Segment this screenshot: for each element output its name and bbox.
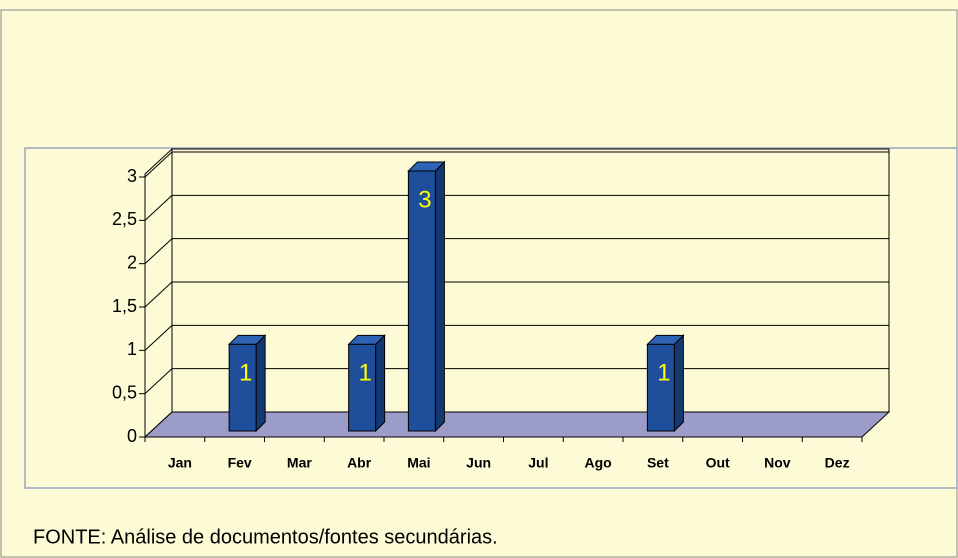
bar — [228, 343, 257, 432]
bar — [348, 343, 377, 432]
x-tick-label: Set — [647, 455, 669, 471]
y-tick-label: 1,5 — [112, 296, 137, 316]
x-tick-label: Abr — [347, 455, 372, 471]
source-note: FONTE: Análise de documentos/fontes secu… — [33, 526, 498, 548]
x-tick-label: Dez — [825, 455, 850, 471]
x-tick-label: Jun — [466, 455, 491, 471]
y-tick-label: 3 — [127, 166, 137, 186]
back-wall — [171, 148, 890, 413]
x-tick-label: Jan — [168, 455, 192, 471]
x-tick-label: Jul — [528, 455, 548, 471]
data-label: 3 — [418, 186, 431, 213]
y-tick-label: 2,5 — [112, 209, 137, 229]
grid-line — [144, 151, 173, 178]
grid-line — [144, 368, 173, 395]
x-tick-label: Nov — [764, 455, 791, 471]
data-label: 1 — [358, 360, 371, 387]
bar-side — [255, 334, 266, 433]
data-label: 1 — [657, 360, 670, 387]
side-wall — [144, 147, 173, 439]
grid-line — [144, 238, 173, 265]
bar-side — [434, 160, 445, 433]
x-tick-label: Ago — [585, 455, 612, 471]
y-tick-label: 0,5 — [112, 382, 137, 402]
y-tick-label: 1 — [127, 339, 137, 359]
bar — [407, 170, 436, 432]
y-tick-label: 0 — [127, 426, 137, 446]
x-tick-label: Mai — [407, 455, 430, 471]
bar — [646, 343, 675, 432]
bar-side — [375, 334, 386, 433]
data-label: 1 — [239, 360, 252, 387]
x-tick-label: Out — [706, 455, 730, 471]
grid-line — [144, 324, 173, 351]
x-tick-label: Fev — [228, 455, 252, 471]
y-tick-label: 2 — [127, 252, 137, 272]
bar-side — [673, 334, 684, 433]
grid-line — [144, 281, 173, 308]
grid-line — [144, 194, 173, 221]
x-tick-label: Mar — [287, 455, 312, 471]
